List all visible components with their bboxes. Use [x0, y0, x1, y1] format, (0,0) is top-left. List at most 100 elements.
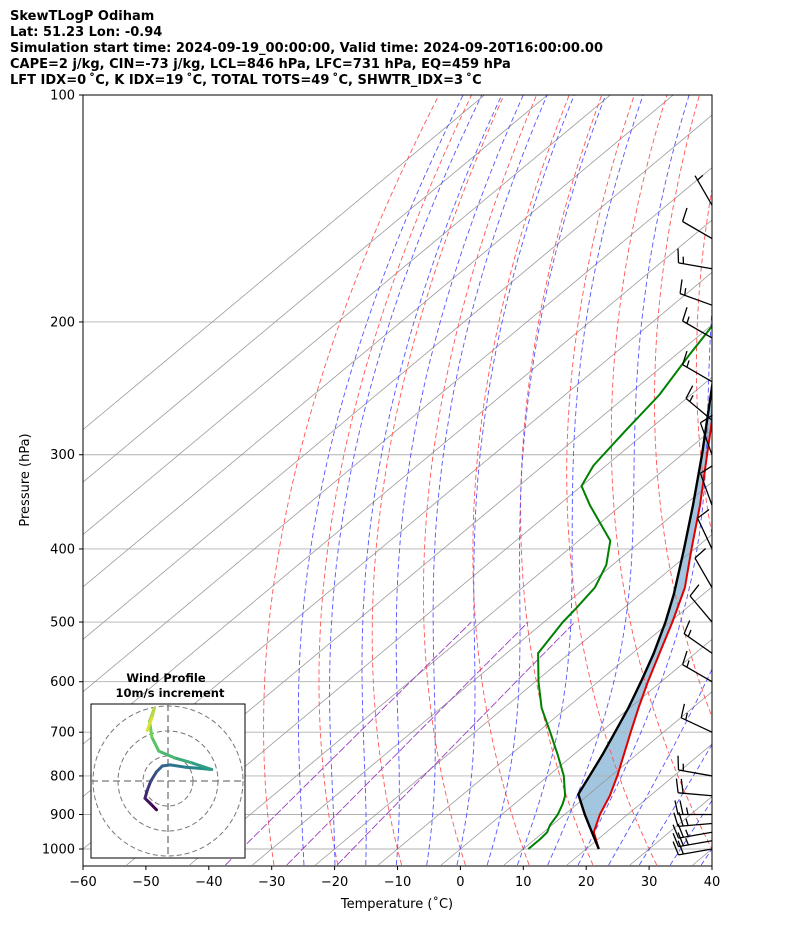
y-tick-label: 900	[50, 808, 75, 823]
isotherm-line	[315, 533, 712, 866]
wind-barb-half-flag	[685, 712, 688, 721]
x-tick-label: −40	[195, 875, 222, 890]
wind-barb-flag	[700, 465, 713, 474]
wind-barb-flag	[681, 307, 688, 322]
hodograph-subtitle: 10m/s increment	[116, 686, 225, 700]
y-tick-label: 800	[50, 769, 75, 784]
dry-adiabat	[520, 95, 603, 866]
wind-barb-flag	[697, 508, 710, 519]
dry-adiabat	[610, 95, 712, 850]
wind-barb-flag	[689, 584, 700, 597]
wind-barb-shaft	[678, 822, 713, 828]
wind-barb-flag	[677, 832, 685, 846]
hodograph-segment	[168, 763, 187, 769]
x-tick-label: −60	[69, 875, 96, 890]
mixing-ratio-line	[286, 621, 529, 866]
wind-barb	[685, 385, 713, 421]
dry-adiabat	[263, 95, 440, 866]
isotherm-line	[189, 429, 712, 866]
cape-cin-shading	[578, 387, 712, 849]
wind-barb-shaft	[678, 769, 713, 777]
y-axis-label: Pressure (hPa)	[18, 433, 33, 526]
x-tick-label: 20	[578, 875, 595, 890]
wind-barb-flag	[679, 279, 683, 294]
wind-barb-flag	[700, 414, 713, 424]
wind-barb	[681, 650, 713, 683]
moist-adiabat	[426, 95, 548, 866]
wind-barb-flag	[694, 548, 707, 559]
wind-barb-half-flag	[686, 360, 690, 368]
y-tick-label: 1000	[42, 843, 75, 858]
moist-adiabat	[669, 799, 712, 866]
y-tick-label: 300	[50, 448, 75, 463]
parcel-profile	[577, 378, 712, 850]
moist-adiabat	[297, 95, 464, 865]
isotherm-line	[83, 95, 485, 431]
wind-barb-flag	[683, 620, 691, 634]
wind-barb-flag	[672, 841, 680, 856]
y-tick-label: 700	[50, 726, 75, 741]
wind-barb-shaft	[682, 664, 713, 683]
dry-adiabat	[566, 95, 658, 866]
wind-barb	[697, 508, 713, 550]
hodograph-segment	[150, 707, 156, 720]
temperature-profile	[592, 393, 712, 850]
moist-adiabat	[700, 848, 712, 866]
chart-title: SkewTLogP Odiham	[10, 9, 155, 24]
isotherm-line	[83, 167, 712, 693]
isotherm-line	[566, 743, 712, 866]
wind-barb-half-flag	[686, 316, 690, 324]
moist-adiabat	[639, 743, 712, 866]
wind-barb	[677, 755, 713, 777]
x-axis-label: Temperature (˚C)	[340, 896, 453, 912]
wind-barb-shaft	[680, 717, 713, 733]
hodograph-segment	[145, 779, 153, 792]
moist-adiabat	[395, 95, 524, 866]
isotherm-line	[252, 481, 712, 866]
y-tick-label: 200	[50, 315, 75, 330]
wind-barb	[675, 778, 713, 797]
hodograph-segment	[173, 756, 193, 765]
wind-barb	[699, 465, 713, 506]
wind-barb-half-flag	[689, 394, 694, 402]
moist-adiabat	[329, 95, 483, 866]
isotherm-line	[83, 95, 548, 483]
isotherm-line	[503, 691, 712, 866]
wind-barb	[681, 350, 713, 383]
isotherm-line	[83, 114, 712, 640]
indices-line: LFT IDX=0 ˚C, K IDX=19 ˚C, TOTAL TOTS=49…	[10, 73, 482, 88]
wind-barb-shaft	[678, 262, 713, 270]
wind-barb-flag	[680, 778, 684, 794]
dry-adiabat	[777, 95, 794, 865]
wind-barb-shaft	[685, 397, 713, 421]
wind-barb-shaft	[683, 633, 713, 654]
dry-adiabat	[423, 95, 538, 866]
x-tick-label: −50	[132, 875, 159, 890]
wind-barb	[677, 248, 713, 270]
isotherm-line	[692, 848, 712, 866]
wind-barb	[694, 174, 713, 206]
mixing-ratio-line	[336, 621, 576, 866]
dry-adiabat	[472, 95, 570, 866]
wind-barb-flag	[674, 800, 679, 815]
wind-barb-shaft	[682, 320, 713, 339]
dry-adiabat	[737, 95, 794, 865]
moist-adiabat	[547, 95, 690, 866]
dry-adiabat	[654, 95, 712, 719]
moist-adiabat	[516, 95, 644, 866]
mixing-ratio-line	[225, 621, 472, 866]
wind-barb	[681, 307, 713, 339]
wind-barb-flag	[681, 350, 688, 365]
wind-barb-half-flag	[685, 837, 690, 846]
hodograph-segment	[150, 735, 161, 753]
isotherm-line	[378, 586, 712, 866]
wind-barb-flag	[679, 800, 684, 815]
y-tick-label: 100	[50, 89, 75, 104]
wind-barb-shaft	[699, 422, 713, 455]
wind-barb	[672, 840, 713, 856]
isotherm-line	[440, 638, 712, 866]
wind-barb-flag	[673, 812, 679, 827]
hodograph-segment	[183, 765, 202, 770]
x-tick-label: 10	[515, 875, 532, 890]
x-tick-label: −10	[384, 875, 411, 890]
